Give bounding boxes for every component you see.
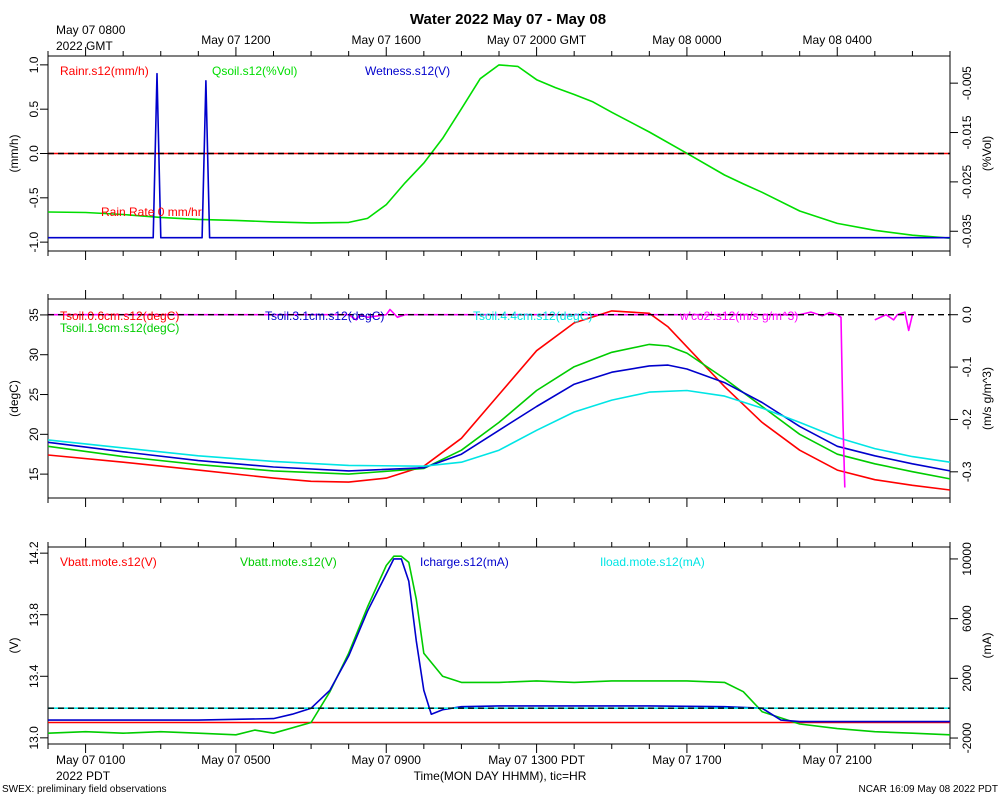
- y-left-tick-label: 13.8: [27, 603, 41, 627]
- y-right-label: (mA): [980, 633, 994, 659]
- y-right-tick-label: -0.2: [960, 409, 974, 430]
- legend-label: Tsoil.4.4cm.s12(degC): [473, 309, 592, 323]
- bottom-origin-label-2: 2022 PDT: [56, 769, 111, 783]
- series-line: [48, 72, 950, 239]
- legend-label: Wetness.s12(V): [365, 64, 450, 78]
- bottom-tick-label: May 07 1700: [652, 753, 722, 767]
- footer-left: SWEX: preliminary field observations: [2, 784, 167, 795]
- bottom-tick-label: May 07 0900: [352, 753, 422, 767]
- y-left-tick-label: 14.2: [27, 541, 41, 565]
- y-left-tick-label: 25: [27, 388, 41, 402]
- y-right-tick-label: -0.015: [960, 115, 974, 149]
- legend-label: Icharge.s12(mA): [420, 555, 509, 569]
- series-line: [48, 308, 914, 488]
- plot-frame: [47, 546, 951, 745]
- y-left-label: (mm/h): [7, 135, 21, 173]
- y-right-tick-label: -0.005: [960, 66, 974, 100]
- legend-label: Rainr.s12(mm/h): [60, 64, 149, 78]
- y-right-tick-label: 10000: [960, 542, 974, 576]
- top-origin-label-1: May 07 0800: [56, 23, 126, 37]
- y-left-label: (V): [7, 638, 21, 654]
- y-right-tick-label: -0.1: [960, 356, 974, 377]
- series-line: [47, 310, 951, 491]
- series-line: [47, 364, 951, 472]
- y-left-tick-label: 1.0: [27, 56, 41, 73]
- y-right-tick-label: -0.025: [960, 165, 974, 199]
- top-tick-label: May 08 0400: [803, 33, 873, 47]
- legend-label: Tsoil.0.6cm.s12(degC): [60, 309, 179, 323]
- y-left-tick-label: 15: [27, 467, 41, 481]
- series-line: [47, 389, 951, 467]
- legend-label: Tsoil.1.9cm.s12(degC): [60, 321, 179, 335]
- bottom-origin-label-1: May 07 0100: [56, 753, 126, 767]
- y-left-tick-label: -0.5: [27, 187, 41, 208]
- bottom-date-axis: May 07 0500 May 07 0900 May 07 1300 PDT May…: [201, 753, 872, 767]
- top-tick-label: May 07 2000 GMT: [487, 33, 587, 47]
- legend-label: w'co2'.s12(m/s g/m^3): [679, 309, 798, 323]
- series-line: [48, 558, 950, 723]
- y-left-tick-label: -1.0: [27, 231, 41, 252]
- panel-water: 1.0 0.5 0.0 -0.5 -1.0 -0.005 -0.015 -0.025 -0.03…: [7, 47, 994, 260]
- y-right-tick-label: -2000: [960, 722, 974, 753]
- legend-label: Tsoil.3.1cm.s12(degC): [265, 309, 384, 323]
- bottom-tick-label: May 07 0500: [201, 753, 271, 767]
- panel-soil-temperature: 35 30 25 20 15 0.0 -0.1 -0.2 -0.3 (degC) (m/s g/m^…: [7, 290, 994, 507]
- bottom-tick-label: May 07 1300 PDT: [488, 753, 585, 767]
- y-right-tick-label: -0.3: [960, 461, 974, 482]
- series-line: [47, 64, 951, 239]
- y-right-tick-label: 6000: [960, 605, 974, 632]
- bottom-tick-label: May 07 2100: [803, 753, 873, 767]
- y-left-tick-label: 30: [27, 348, 41, 362]
- panel-power: 14.2 13.8 13.4 13.0 10000 6000 2000 -2000 (V) (mA…: [7, 538, 994, 753]
- legend-label: Qsoil.s12(%Vol): [212, 64, 297, 78]
- rain-rate-annotation: Rain Rate 0 mm/hr: [101, 205, 202, 219]
- y-left-label: (degC): [7, 380, 21, 417]
- footer-right: NCAR 16:09 May 08 2022 PDT: [858, 784, 998, 795]
- y-left-tick-label: 0.5: [27, 101, 41, 118]
- y-left-tick-label: 13.4: [27, 664, 41, 688]
- y-left-tick-label: 20: [27, 427, 41, 441]
- y-left-tick-label: 35: [27, 308, 41, 322]
- legend-label: Vbatt.mote.s12(V): [240, 555, 337, 569]
- series-line: [47, 555, 951, 736]
- top-origin-label-2: 2022 GMT: [56, 39, 113, 53]
- top-tick-label: May 07 1200: [201, 33, 271, 47]
- top-tick-label: May 08 0000: [652, 33, 722, 47]
- y-right-tick-label: -0.035: [960, 214, 974, 248]
- legend-label: Vbatt.mote.s12(V): [60, 555, 157, 569]
- y-right-label: (%Vol): [980, 136, 994, 171]
- y-right-tick-label: 0.0: [960, 306, 974, 323]
- top-date-axis: May 07 1200 May 07 1600 May 07 2000 GMT May…: [201, 33, 872, 47]
- x-axis-label: Time(MON DAY HHMM), tic=HR: [414, 769, 587, 783]
- y-right-tick-label: 2000: [960, 665, 974, 692]
- y-left-tick-label: 13.0: [27, 726, 41, 750]
- legend-label: Iload.mote.s12(mA): [600, 555, 705, 569]
- y-right-label: (m/s g/m^3): [980, 367, 994, 430]
- top-tick-label: May 07 1600: [352, 33, 422, 47]
- series-line: [47, 343, 951, 480]
- chart-title: Water 2022 May 07 - May 08: [410, 11, 606, 28]
- y-left-tick-label: 0.0: [27, 145, 41, 162]
